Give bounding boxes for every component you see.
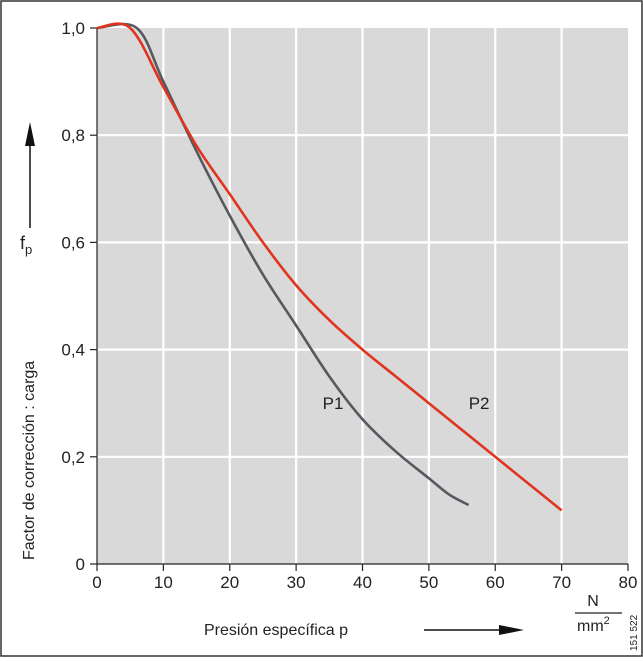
x-tick-label: 60 (486, 573, 505, 592)
series-label-p2: P2 (469, 394, 490, 413)
x-tick-label: 70 (552, 573, 571, 592)
x-tick-label: 50 (419, 573, 438, 592)
axes (90, 27, 629, 571)
series (96, 22, 563, 512)
y-axis-title-group: Factor de corrección : carga (21, 361, 38, 560)
y-axis-arrow-head (25, 122, 35, 146)
y-tick-labels: 0 0,2 0,4 0,6 0,8 1,0 (61, 19, 85, 574)
x-tick-labels: 0 10 20 30 40 50 60 70 80 (92, 573, 637, 592)
figure-code: 151 522 (629, 614, 640, 651)
x-tick-label: 20 (220, 573, 239, 592)
series-line-p2 (96, 22, 563, 512)
x-tick-label: 80 (619, 573, 638, 592)
y-axis-symbol: fp (20, 233, 32, 257)
y-axis-title: Factor de corrección : carga (21, 361, 38, 560)
x-axis-title: Presión específica p (204, 622, 348, 639)
series-label-p1: P1 (323, 394, 344, 413)
x-axis-arrow-head (499, 625, 524, 635)
unit-numerator: N (587, 593, 599, 610)
y-tick-label: 0,8 (61, 126, 85, 145)
x-tick-label: 30 (287, 573, 306, 592)
y-tick-label: 0,2 (61, 448, 85, 467)
y-tick-label: 0 (76, 555, 85, 574)
unit-denominator: mm2 (577, 615, 610, 635)
x-tick-label: 40 (353, 573, 372, 592)
grid (97, 28, 628, 564)
x-tick-label: 0 (92, 573, 101, 592)
series-line-p1 (96, 22, 470, 507)
series-labels: P1 P2 (323, 394, 490, 413)
x-tick-label: 10 (154, 573, 173, 592)
y-tick-label: 1,0 (61, 19, 85, 38)
figure-code-group: 151 522 (629, 614, 640, 651)
y-tick-label: 0,6 (61, 233, 85, 252)
y-tick-label: 0,4 (61, 341, 85, 360)
